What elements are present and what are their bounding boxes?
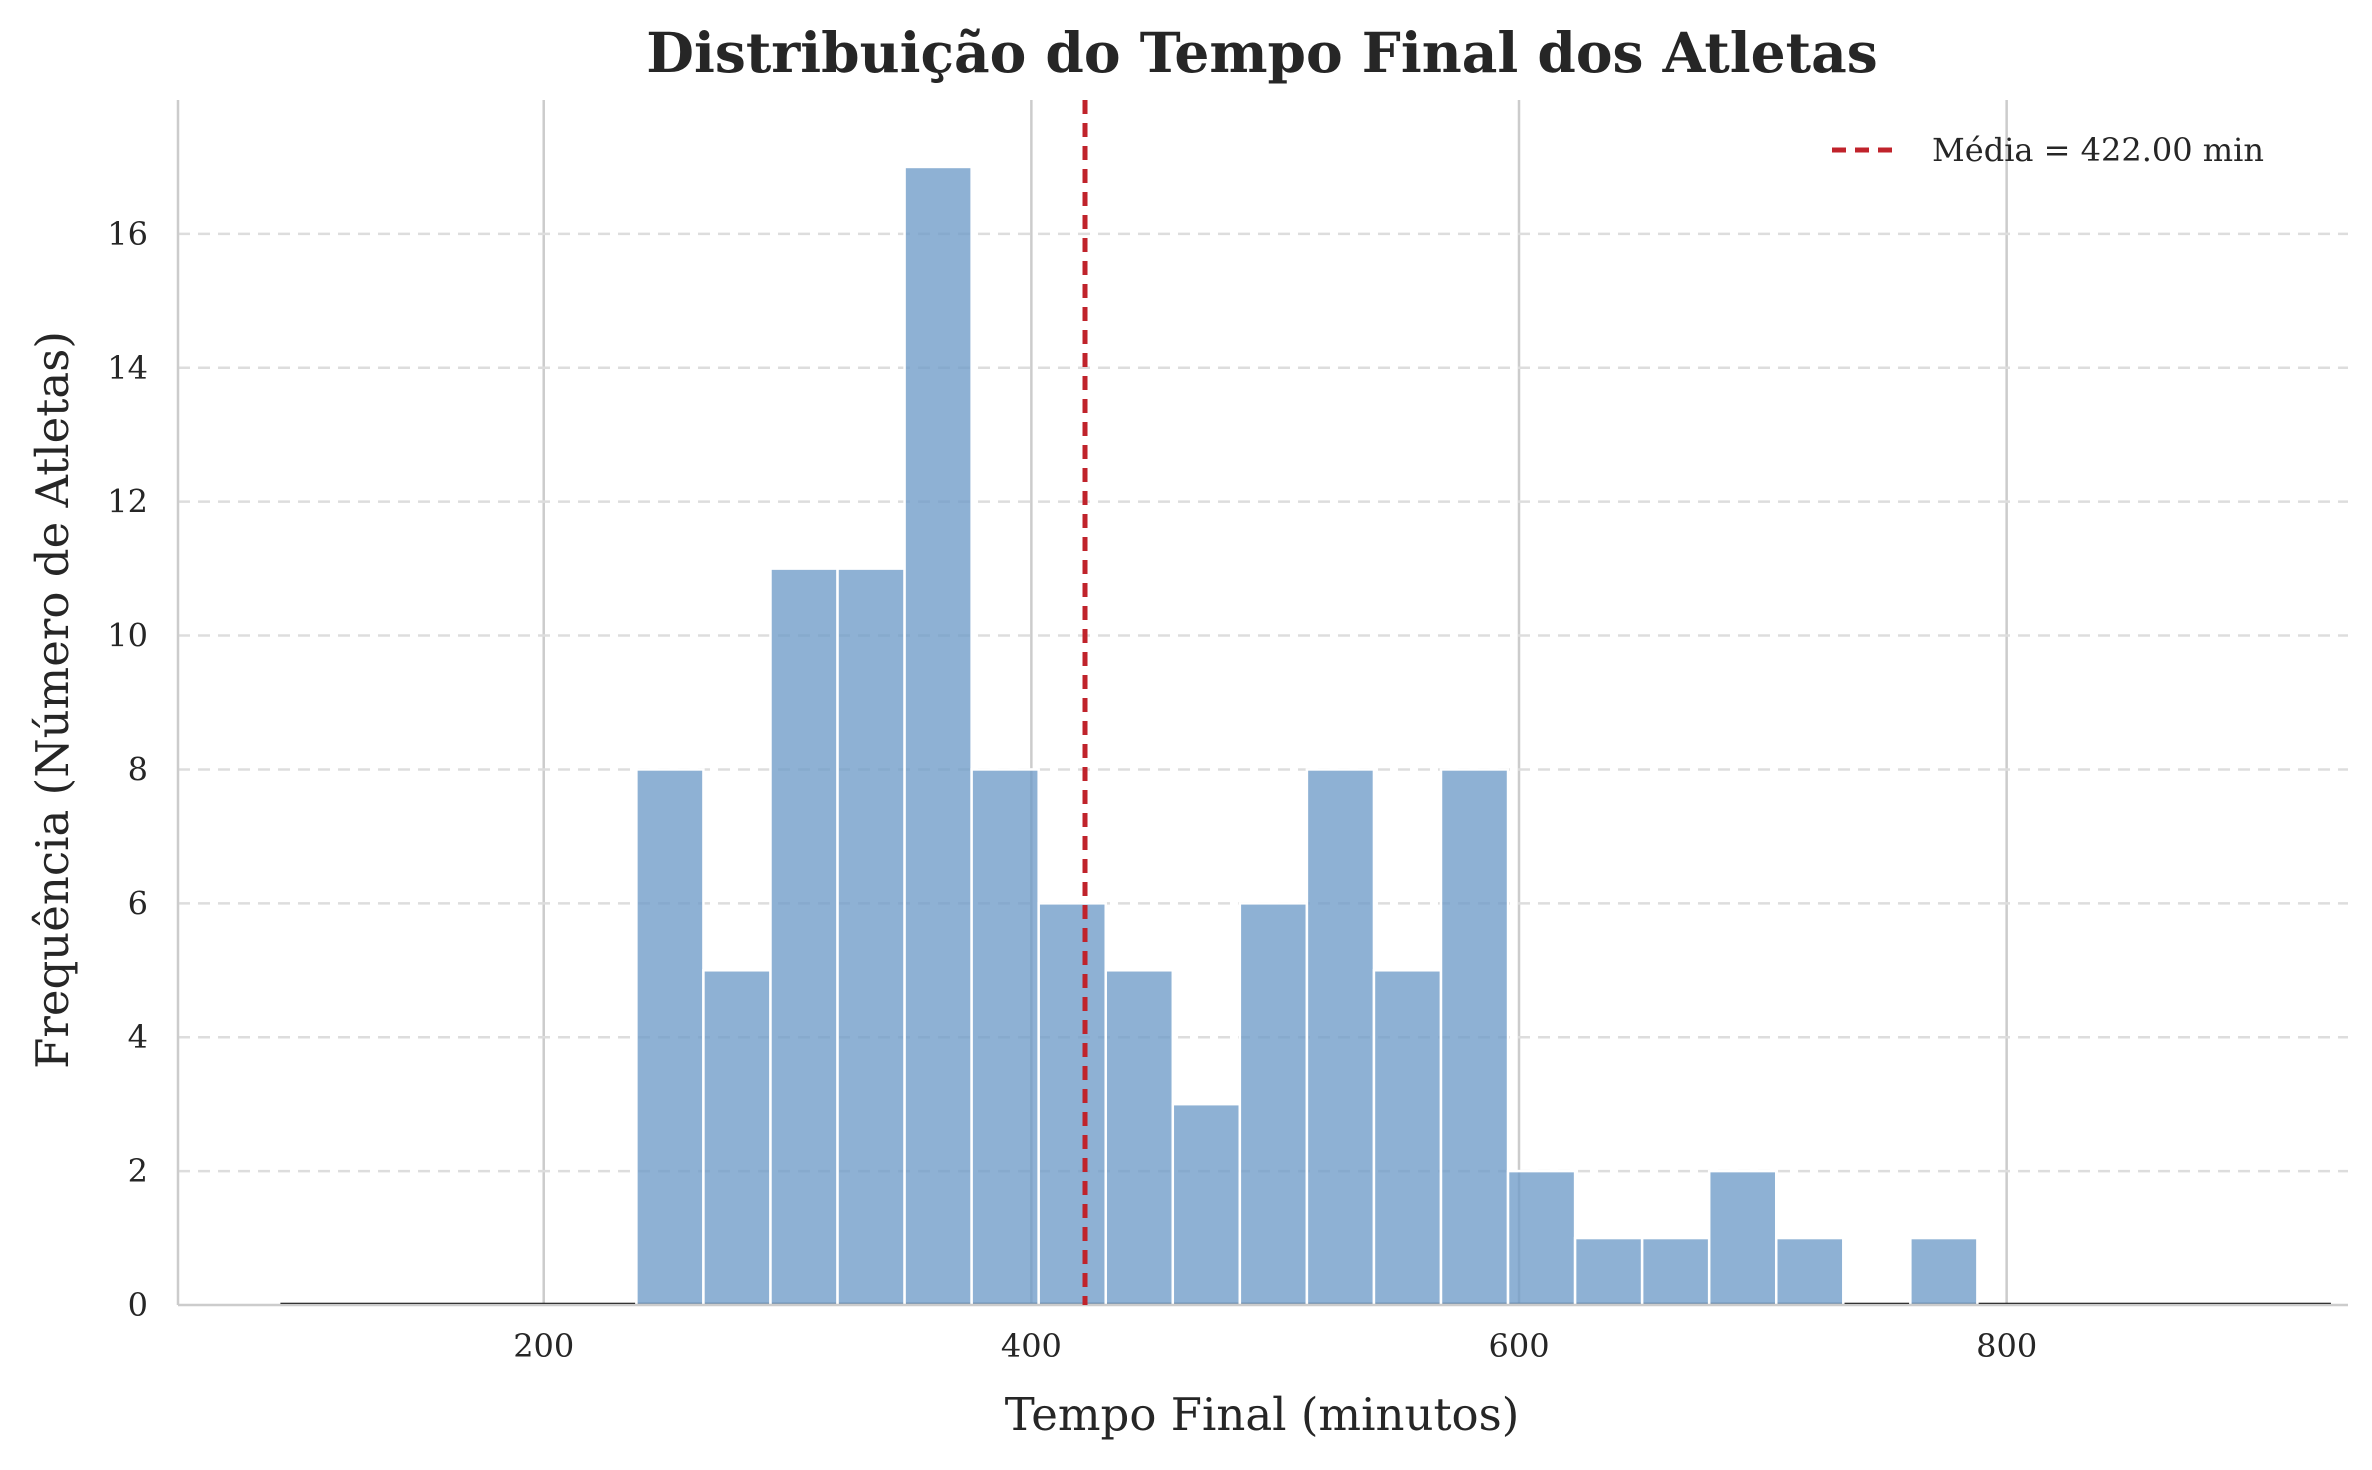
histogram-bar [1104, 969, 1175, 1307]
histogram-bar [1909, 1236, 1979, 1307]
histogram-bar [1305, 768, 1376, 1307]
y-tick-label: 14 [107, 349, 148, 387]
histogram-bar [1640, 1236, 1711, 1307]
histogram-bar [836, 567, 906, 1307]
x-axis-label: Tempo Final (minutos) [1005, 1388, 1520, 1441]
histogram-bar [702, 969, 772, 1307]
ticks-layer: 200 400 600 800 0 2 4 6 8 10 12 14 16 [107, 215, 2037, 1365]
y-tick-label: 0 [128, 1286, 148, 1324]
histogram-bar [970, 768, 1040, 1307]
x-tick-label: 200 [513, 1327, 574, 1365]
y-tick-label: 16 [107, 215, 148, 253]
histogram-bar [1573, 1236, 1644, 1307]
histogram-bar [769, 567, 839, 1307]
y-tick-label: 6 [128, 884, 148, 922]
y-tick-label: 12 [107, 483, 148, 521]
x-tick-label: 800 [1976, 1327, 2037, 1365]
y-tick-label: 4 [128, 1018, 148, 1056]
bars-layer [280, 165, 2331, 1307]
histogram-bar [1506, 1169, 1577, 1307]
axes-layer [176, 100, 2348, 1307]
legend: Média = 422.00 min [1832, 131, 2264, 169]
y-tick-label: 8 [128, 750, 148, 788]
legend-mean-label: Média = 422.00 min [1932, 131, 2264, 169]
y-tick-label: 10 [107, 617, 148, 655]
histogram-bar [635, 768, 705, 1307]
histogram-bar [1439, 768, 1510, 1307]
histogram-bar [1372, 969, 1443, 1307]
chart-title: Distribuição do Tempo Final dos Atletas [646, 20, 1877, 85]
y-axis-label: Frequência (Número de Atletas) [26, 331, 79, 1069]
histogram-bar [1037, 902, 1107, 1307]
histogram-bar [1171, 1102, 1242, 1307]
x-tick-label: 600 [1488, 1327, 1549, 1365]
x-tick-label: 400 [1001, 1327, 1062, 1365]
histogram-bar [903, 165, 973, 1307]
histogram-bar [1238, 902, 1309, 1307]
histogram-bar [1774, 1236, 1845, 1307]
histogram-bar [1707, 1169, 1778, 1307]
y-tick-label: 2 [128, 1152, 148, 1190]
